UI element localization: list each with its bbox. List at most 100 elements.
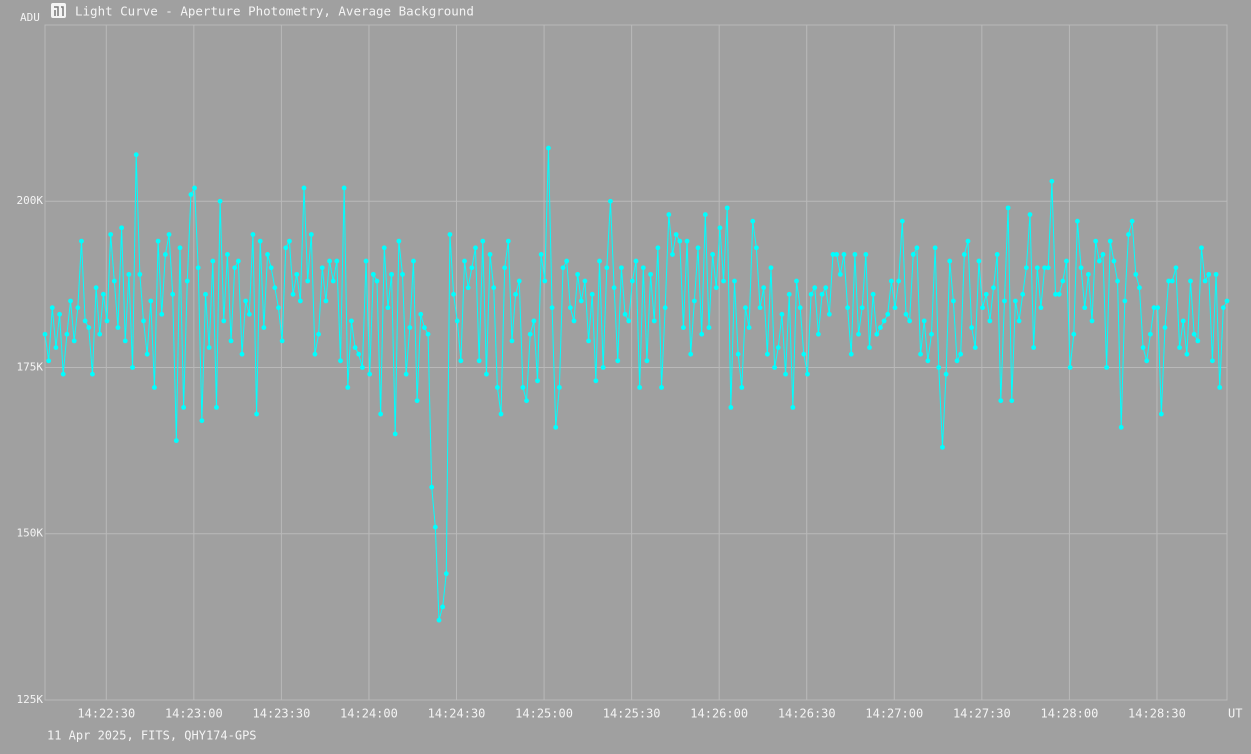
- data-point: [940, 444, 945, 450]
- data-point: [46, 358, 52, 364]
- data-point: [451, 291, 456, 297]
- data-point: [892, 305, 898, 311]
- data-point: [1188, 278, 1193, 284]
- data-point: [250, 232, 256, 237]
- data-point: [600, 365, 606, 370]
- data-point: [783, 371, 788, 377]
- data-point: [863, 252, 869, 257]
- data-point: [615, 358, 621, 364]
- data-point: [848, 351, 854, 357]
- data-point: [699, 331, 705, 337]
- app-icon-glyph: [54, 6, 64, 16]
- x-tick-label: 14:23:30: [253, 707, 311, 721]
- data-point: [721, 278, 726, 284]
- data-point: [411, 258, 416, 264]
- y-axis-label: ADU: [20, 11, 40, 24]
- data-point: [1005, 205, 1011, 211]
- data-point: [622, 311, 628, 317]
- data-point: [757, 305, 763, 311]
- x-tick-label: 14:25:00: [515, 707, 573, 721]
- data-point: [713, 285, 719, 291]
- data-point: [137, 271, 143, 277]
- data-point: [195, 265, 201, 271]
- data-point: [254, 411, 259, 417]
- data-point: [403, 371, 409, 377]
- data-point: [1107, 238, 1113, 244]
- data-point: [53, 345, 59, 350]
- data-point: [1173, 265, 1179, 271]
- data-point: [1049, 178, 1055, 184]
- data-point: [93, 285, 99, 291]
- data-point: [443, 571, 449, 577]
- data-point: [750, 218, 756, 224]
- data-point: [681, 325, 686, 330]
- data-point: [538, 252, 544, 257]
- data-point: [1151, 305, 1157, 311]
- data-point: [801, 351, 807, 357]
- data-point: [177, 245, 183, 251]
- data-point: [567, 305, 573, 311]
- data-point: [575, 271, 581, 277]
- data-point: [389, 271, 394, 277]
- data-point: [553, 424, 559, 430]
- data-point: [823, 285, 829, 291]
- data-point: [104, 318, 110, 324]
- data-point: [1137, 285, 1142, 291]
- data-point: [972, 345, 978, 350]
- data-point: [626, 318, 632, 324]
- data-point: [896, 278, 902, 284]
- data-point: [257, 238, 263, 244]
- data-point: [290, 291, 296, 297]
- data-point: [1060, 278, 1066, 284]
- data-point: [272, 285, 278, 291]
- data-point: [1016, 318, 1022, 324]
- data-point: [352, 345, 358, 350]
- data-point: [228, 338, 234, 344]
- data-point: [702, 212, 708, 217]
- data-point: [1169, 278, 1175, 284]
- data-point: [684, 238, 690, 244]
- data-point: [739, 385, 745, 390]
- footer: 11 Apr 2025, FITS, QHY174-GPS: [47, 729, 257, 743]
- data-point: [1013, 298, 1018, 304]
- data-point: [885, 311, 891, 317]
- data-point: [297, 298, 303, 304]
- y-tick-label: 175K: [17, 360, 44, 373]
- x-tick-label: 14:28:00: [1041, 707, 1099, 721]
- data-point: [166, 232, 172, 237]
- data-point: [527, 331, 533, 337]
- x-axis-label: UT: [1228, 707, 1242, 721]
- data-point: [987, 318, 993, 324]
- data-point: [560, 265, 566, 271]
- data-point: [1093, 238, 1099, 244]
- data-point: [929, 331, 934, 337]
- data-point: [531, 318, 537, 324]
- data-point: [312, 351, 318, 357]
- data-point: [279, 338, 285, 344]
- data-point: [370, 271, 376, 277]
- data-point: [688, 351, 694, 357]
- x-tick-label: 14:27:00: [865, 707, 923, 721]
- data-point: [1027, 212, 1033, 217]
- data-point: [732, 278, 737, 284]
- data-point: [910, 252, 916, 257]
- data-point: [991, 285, 996, 291]
- data-point: [148, 298, 154, 304]
- data-point: [440, 604, 446, 610]
- data-point: [812, 285, 818, 291]
- data-point: [414, 398, 420, 404]
- data-point: [42, 331, 48, 337]
- x-tick-label: 14:24:30: [428, 707, 486, 721]
- data-point: [735, 351, 741, 357]
- data-point: [969, 325, 975, 330]
- data-point: [1034, 265, 1040, 271]
- data-point: [378, 411, 384, 417]
- data-point: [994, 252, 1000, 257]
- data-point: [808, 291, 814, 297]
- data-point: [1195, 338, 1201, 344]
- data-point: [965, 238, 971, 244]
- data-point: [1096, 258, 1102, 264]
- data-point: [487, 252, 493, 257]
- data-point: [316, 331, 322, 337]
- data-point: [221, 318, 227, 324]
